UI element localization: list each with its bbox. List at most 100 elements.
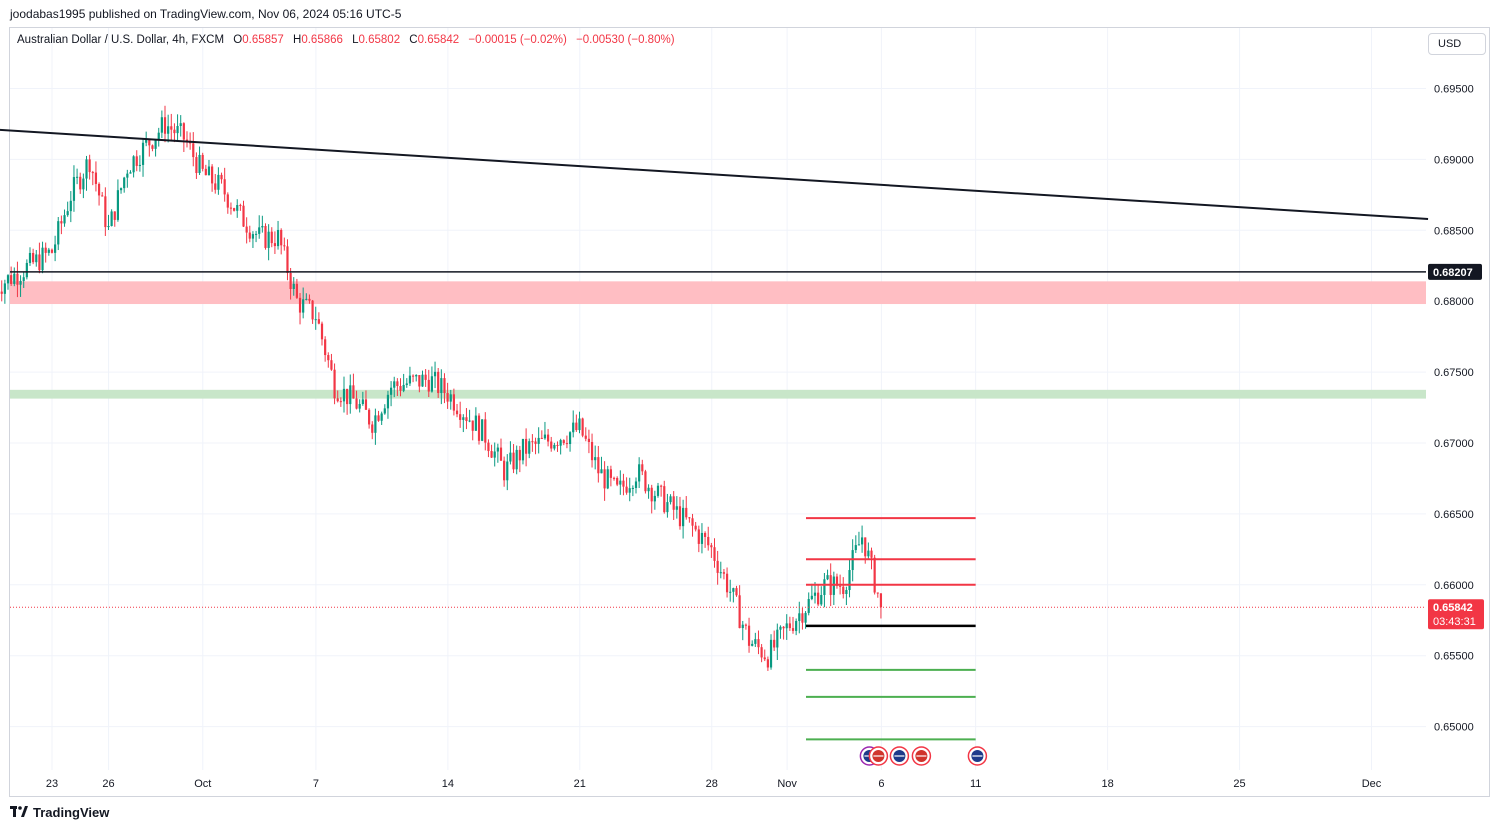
price-tick-label: 0.66000 <box>1434 580 1474 592</box>
candle-body <box>474 415 477 431</box>
candle-body <box>324 339 327 356</box>
candle-body <box>823 579 826 596</box>
chart-drawings <box>0 128 1429 741</box>
level-price-tag-label: 0.68207 <box>1433 267 1473 279</box>
candle-body <box>151 145 154 149</box>
tradingview-logo-icon <box>10 805 28 820</box>
candle-body <box>716 560 719 573</box>
candle-body <box>490 451 493 458</box>
candle-body <box>32 252 35 263</box>
candle-body <box>537 437 540 444</box>
candle-body <box>725 573 729 593</box>
candle-body <box>455 410 459 415</box>
currency-selector[interactable]: USD <box>1428 33 1486 55</box>
candle-body <box>813 592 817 596</box>
high-value: 0.65866 <box>301 34 343 46</box>
candle-body <box>320 323 324 340</box>
date-tick-label: 18 <box>1101 778 1113 790</box>
candle-body <box>302 299 305 313</box>
candle-body <box>546 434 550 442</box>
candle-body <box>41 247 44 271</box>
candle-body <box>612 477 616 479</box>
candle-body <box>873 557 876 593</box>
price-tick-label: 0.67500 <box>1434 367 1474 379</box>
candle-body <box>839 585 842 587</box>
candle-body <box>91 172 94 174</box>
candle-body <box>845 590 848 594</box>
candle-body <box>603 469 606 489</box>
candle-body <box>374 415 377 433</box>
candle-body <box>60 221 63 224</box>
candle-body <box>346 388 349 405</box>
date-tick-label: Oct <box>194 778 211 790</box>
candle-body <box>229 207 233 209</box>
candle-body <box>411 375 415 377</box>
candle-body <box>559 440 562 446</box>
candle-body <box>63 215 66 224</box>
descending-trendline <box>0 128 1429 220</box>
tradingview-footer[interactable]: TradingView <box>10 805 109 820</box>
candle-body <box>694 525 697 530</box>
candle-body <box>38 254 41 271</box>
candle-body <box>292 283 295 289</box>
price-tick-label: 0.66500 <box>1434 509 1474 521</box>
candle-body <box>69 200 72 212</box>
candle-body <box>371 424 374 433</box>
candle-body <box>418 375 421 387</box>
candle-body <box>107 225 110 228</box>
candle-body <box>47 249 50 253</box>
candle-body <box>751 643 754 646</box>
candle-body <box>462 417 465 420</box>
candle-body <box>270 231 273 244</box>
price-tick-label: 0.69000 <box>1434 154 1474 166</box>
candle-body <box>616 478 619 485</box>
change-value: −0.00015 (−0.02%) <box>468 34 567 46</box>
candle-body <box>738 595 741 629</box>
high-label: H <box>293 34 302 46</box>
candle-body <box>496 447 499 452</box>
symbol-legend: Australian Dollar / U.S. Dollar, 4h, FXC… <box>17 34 675 46</box>
candle-body <box>688 517 691 519</box>
candle-body <box>352 385 355 399</box>
candle-body <box>298 297 302 313</box>
candle-body <box>594 457 597 461</box>
candle-body <box>534 441 537 444</box>
candle-body <box>669 496 672 503</box>
price-axis: 0.69500 0.69000 0.68500 0.68000 0.67500 0.670… <box>1428 84 1484 734</box>
candle-body <box>377 415 380 421</box>
candle-body <box>276 229 280 247</box>
candle-body <box>148 139 151 146</box>
candle-body <box>25 262 28 278</box>
candle-body <box>575 422 578 431</box>
candle-body <box>44 247 47 253</box>
candle-body <box>75 176 79 178</box>
price-tick-label: 0.68000 <box>1434 296 1474 308</box>
candle-body <box>842 586 845 594</box>
candle-body <box>28 252 32 263</box>
candle-body <box>145 139 148 143</box>
candle-body <box>273 243 277 247</box>
candle-body <box>437 371 440 394</box>
candle-body <box>204 168 207 176</box>
candle-body <box>182 123 185 140</box>
candle-body <box>578 418 581 431</box>
candle-body <box>173 129 176 134</box>
candle-body <box>443 378 446 394</box>
candle-body <box>449 394 452 402</box>
candle-body <box>722 572 726 574</box>
candle-body <box>518 449 521 461</box>
price-tick-label: 0.65500 <box>1434 651 1474 663</box>
candle-body <box>339 401 342 403</box>
candle-body <box>810 595 813 600</box>
candle-body <box>393 381 396 388</box>
candle-body <box>556 444 559 446</box>
candle-body <box>685 507 688 518</box>
candle-body <box>512 452 515 470</box>
candle-body <box>509 452 512 462</box>
candle-body <box>713 547 716 561</box>
candle-body <box>160 117 163 133</box>
candle-body <box>239 205 242 207</box>
candle-body <box>116 190 120 220</box>
candle-body <box>126 173 129 178</box>
